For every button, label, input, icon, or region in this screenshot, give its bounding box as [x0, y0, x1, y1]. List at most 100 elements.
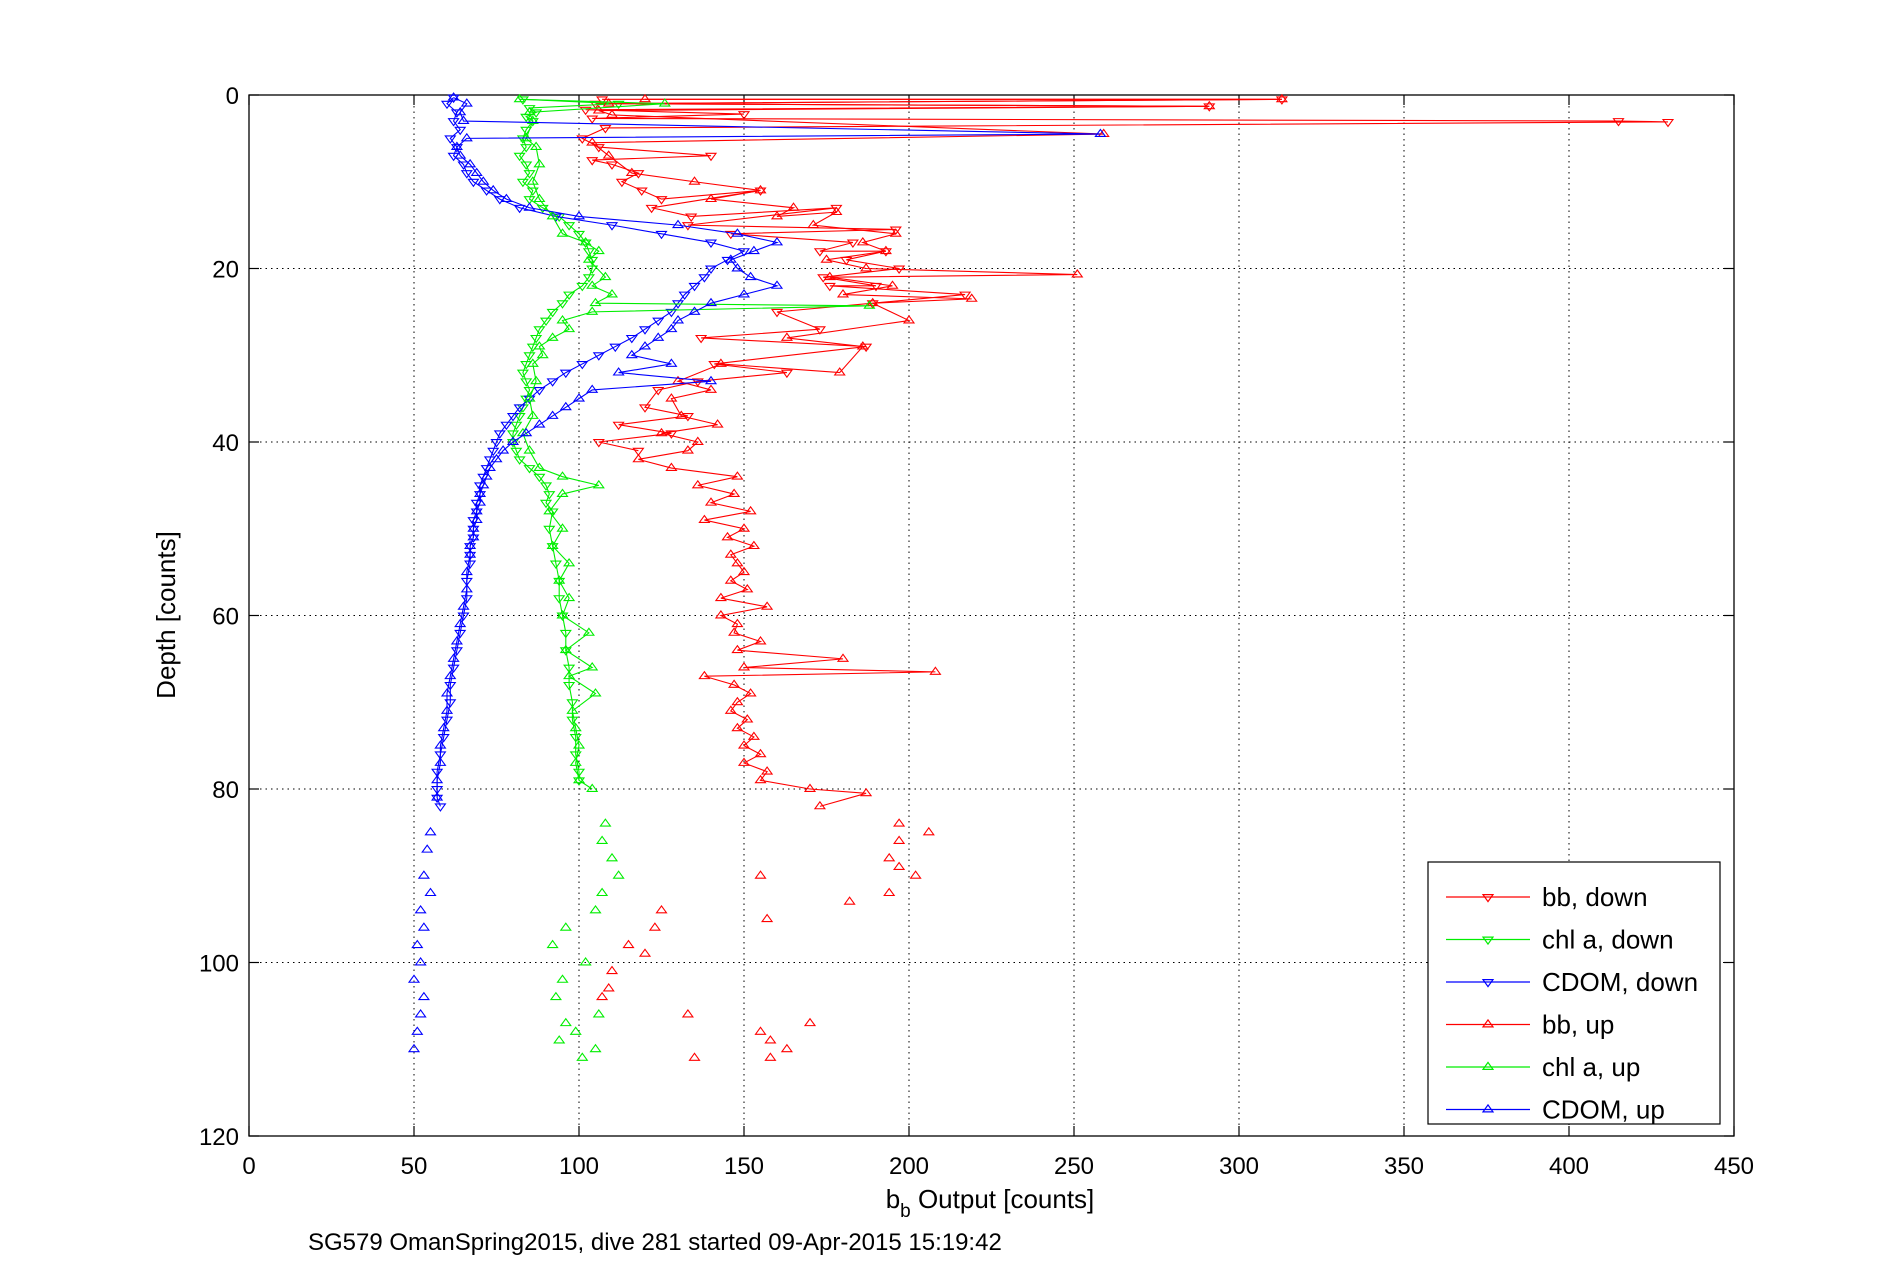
- legend-entry: chl a, down: [1446, 925, 1674, 955]
- data-point-marker: [803, 1017, 817, 1027]
- data-point-marker: [417, 870, 430, 879]
- data-point-marker: [569, 1026, 582, 1035]
- data-point-marker: [605, 109, 619, 118]
- data-point-marker: [526, 115, 539, 124]
- data-point-marker: [724, 254, 737, 263]
- data-point-marker: [454, 150, 467, 159]
- x-tick-label: 400: [1549, 1153, 1589, 1180]
- data-point-marker: [437, 734, 450, 743]
- data-point-marker: [655, 230, 668, 240]
- data-point-marker: [724, 549, 737, 558]
- data-point-marker: [523, 445, 536, 454]
- data-point-marker: [579, 239, 592, 248]
- data-point-marker: [556, 974, 569, 983]
- data-point-marker: [731, 471, 744, 480]
- data-point-marker: [665, 430, 678, 439]
- legend-label: chl a, down: [1542, 925, 1674, 955]
- data-point-marker: [665, 323, 678, 333]
- data-point-marker: [510, 421, 523, 431]
- data-point-marker: [434, 803, 447, 812]
- y-tick-label: 100: [199, 951, 239, 978]
- data-point-marker: [546, 540, 559, 550]
- data-point-marker: [747, 731, 760, 740]
- data-point-marker: [860, 787, 873, 797]
- data-point-marker: [612, 421, 625, 431]
- data-point-marker: [576, 360, 589, 370]
- data-point-marker: [520, 144, 533, 153]
- data-point-marker: [698, 670, 711, 680]
- data-point-marker: [886, 280, 899, 289]
- data-point-marker: [754, 184, 767, 194]
- data-point-marker: [728, 627, 741, 636]
- data-point-marker: [563, 592, 576, 602]
- data-point-marker: [761, 601, 774, 610]
- x-tick-label: 450: [1714, 1153, 1754, 1180]
- data-point-marker: [586, 783, 599, 792]
- data-point-marker: [530, 375, 543, 385]
- data-point-marker: [513, 204, 526, 214]
- x-axis-label: bb Output [counts]: [886, 1184, 1095, 1222]
- legend-marker: [1481, 1061, 1495, 1070]
- data-point-marker: [431, 774, 444, 784]
- data-point-marker: [922, 826, 935, 836]
- data-point-marker: [813, 800, 826, 810]
- data-point-marker: [638, 341, 652, 350]
- data-point-marker: [556, 228, 569, 237]
- data-point-marker: [724, 575, 737, 584]
- data-point-marker: [665, 308, 678, 318]
- data-point-marker: [553, 1035, 566, 1044]
- data-point-marker: [421, 844, 434, 853]
- data-point-marker: [563, 670, 576, 680]
- data-point-marker: [513, 413, 526, 422]
- data-point-marker: [589, 1043, 602, 1053]
- data-point-marker: [605, 852, 619, 862]
- data-point-marker: [569, 751, 582, 760]
- data-point-marker: [1071, 269, 1084, 278]
- data-point-marker: [434, 757, 447, 766]
- data-point-marker: [546, 308, 559, 318]
- data-point-marker: [869, 282, 883, 292]
- legend: bb, down chl a, down CDOM, down bb, up chl a…: [1427, 861, 1721, 1125]
- data-point-marker: [553, 577, 566, 587]
- data-point-marker: [609, 343, 622, 353]
- data-point-marker: [632, 453, 645, 463]
- data-point-marker: [447, 664, 460, 674]
- data-point-marker: [533, 193, 546, 203]
- data-point-marker: [457, 612, 470, 622]
- data-point-marker: [546, 410, 559, 419]
- data-point-marker: [596, 991, 609, 1001]
- data-point-marker: [615, 178, 628, 188]
- data-point-marker: [747, 540, 760, 550]
- data-point-marker: [1094, 128, 1107, 137]
- data-point-marker: [579, 106, 592, 116]
- data-point-marker: [450, 647, 463, 656]
- data-point-marker: [754, 748, 767, 758]
- data-point-marker: [572, 740, 586, 749]
- data-point-marker: [652, 317, 665, 327]
- data-point-marker: [556, 315, 569, 324]
- data-point-marker: [586, 662, 599, 671]
- legend-entry: bb, down: [1446, 882, 1648, 912]
- y-tick-label: 20: [212, 257, 239, 284]
- data-point-marker: [440, 688, 454, 697]
- data-point-marker: [836, 289, 850, 298]
- data-point-marker: [625, 334, 638, 344]
- data-point-marker: [516, 369, 529, 379]
- x-tick-label: 150: [724, 1153, 764, 1180]
- data-point-marker: [612, 100, 625, 110]
- data-point-marker: [460, 583, 473, 593]
- data-point-marker: [414, 1009, 427, 1018]
- data-point-marker: [731, 557, 744, 567]
- data-point-marker: [533, 341, 546, 350]
- data-point-marker: [506, 430, 520, 439]
- data-point-marker: [704, 239, 718, 248]
- data-point-marker: [431, 768, 444, 778]
- data-point-marker: [579, 956, 592, 966]
- data-point-marker: [1203, 103, 1216, 112]
- data-point-marker: [635, 187, 648, 196]
- data-point-marker: [500, 421, 513, 431]
- legend-entry: chl a, up: [1446, 1052, 1640, 1082]
- data-point-marker: [909, 870, 922, 879]
- data-point-marker: [526, 358, 539, 367]
- data-point-marker: [754, 774, 767, 784]
